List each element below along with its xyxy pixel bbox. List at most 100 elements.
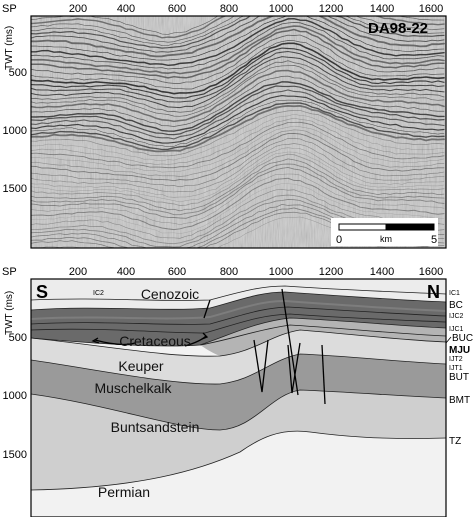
sp-tick-labels-top: 200 400 600 800 1000 1200 1400 1600 [69,3,443,15]
twt-tick: 1000 [3,390,27,402]
south-label: S [36,282,48,302]
muschelkalk-layer [31,354,446,430]
sp-tick: 1600 [419,3,443,15]
seismic-reflector [31,121,445,169]
seismic-reflector [31,16,445,35]
horizon-label-bmt: BMT [449,395,470,406]
scale-end: 5 [431,234,437,246]
horizon-label-but: BUT [449,372,469,383]
sp-tick: 400 [117,3,135,15]
unit-label-keuper: Keuper [118,358,163,374]
unit-label-cenozoic: Cenozoic [141,286,199,302]
horizon-label-tz: TZ [449,436,461,447]
horizon-label-ijc1: IJC1 [449,326,464,333]
sp-tick: 800 [220,266,238,278]
horizon-line-ic1 [31,285,446,301]
seismic-reflector [31,102,445,151]
seismic-reflector [31,117,445,165]
seismic-reflector [31,47,445,99]
twt-tick: 1500 [3,183,27,195]
cenozoic-layer [31,279,446,310]
seismic-reflector [31,151,445,203]
seismic-reflector [31,17,445,67]
horizon-label-mju: MJU [449,345,470,356]
sp-tick: 1600 [419,266,443,278]
horizon-line-bmt [31,389,446,431]
seismic-reflector [31,60,445,113]
seismic-reflector [31,75,445,127]
seismic-reflector [31,34,445,84]
twt-axis-title: TWT (ms) [4,291,15,335]
seismic-reflector [31,129,445,177]
sp-tick: 200 [69,3,87,15]
seismic-reflector [31,65,445,117]
horizon-lines [31,285,446,491]
horizon-label-bc: BC [449,300,463,311]
seismic-reflector [31,95,445,144]
horizon-line-but [31,329,446,357]
seismic-reflector [31,114,445,162]
twt-axis-title: TWT (ms) [4,26,15,70]
seismic-reflectors [31,16,445,248]
sp-tick: 600 [168,3,186,15]
unit-label-cretaceous: Cretaceous [119,333,191,349]
thrust-arrowhead [201,332,209,340]
seismic-reflector [31,99,445,147]
horizon-line-tz [31,430,446,491]
seismic-reflector [31,132,445,182]
sp-axis-title: SP [2,3,17,15]
seismic-reflector [31,183,445,234]
horizon-label-ic2-inline: IC2 [93,290,104,297]
seismic-reflector [31,25,445,75]
horizon-label-ic1: IC1 [449,290,460,297]
seismic-reflector [31,69,445,123]
seismic-image [31,16,446,248]
sp-tick: 1400 [370,3,394,15]
seismic-reflector [31,173,445,225]
sp-tick: 1000 [269,266,293,278]
twt-tick-labels-top: 500 1000 1500 [3,67,27,195]
unit-label-permian: Permian [98,484,150,500]
fault-line [281,288,299,396]
seismic-reflector [31,147,445,198]
fault-line [203,299,211,319]
horizon-label-buc: BUC [452,333,473,344]
scale-bar-black [385,223,435,231]
seismic-reflector [31,85,445,136]
sp-tick: 600 [168,266,186,278]
thrust-arrowhead [91,337,100,344]
sp-tick: 1200 [319,266,343,278]
seismic-reflector [31,138,445,188]
seismic-reflector [31,16,445,49]
seismic-reflector [31,16,445,53]
seismic-reflector [31,153,445,207]
sp-tick: 1400 [370,266,394,278]
thrust-arrow [184,335,207,347]
horizon-labels: IC1 BC IJC2 IJC1 BUC MJU IJT2 IJT1 BUT B… [445,290,473,447]
horizon-label-ijt2: IJT2 [449,356,463,363]
seismic-reflector [31,40,445,90]
seismic-frame [30,15,447,249]
seismic-reflector [31,89,445,140]
seismic-reflector [31,50,445,103]
sp-tick-labels-bottom: 200 400 600 800 1000 1200 1400 1600 [69,266,443,278]
sp-tick: 1000 [269,3,293,15]
profile-id-label: DA98-22 [368,20,428,37]
twt-tick: 1500 [3,449,27,461]
horizon-label-ijt1: IJT1 [449,365,463,372]
unit-label-muschelkalk: Muschelkalk [94,380,172,396]
fault-line [321,344,326,405]
sp-axis-title: SP [2,266,17,278]
seismic-reflector [31,125,445,173]
geologic-section: Cenozoic IC2 Cretaceous Keuper Muschelka… [31,279,446,517]
fault-line [287,342,301,394]
seismic-reflector [31,109,445,157]
twt-tick-labels-bottom: 500 1000 1500 [3,332,27,461]
seismic-reflector [31,21,445,70]
seismic-reflector [31,16,445,46]
fault-line [253,339,269,393]
horizon-line-ijt2 [199,324,446,346]
seismic-reflector [31,16,445,39]
sp-tick: 200 [69,266,87,278]
